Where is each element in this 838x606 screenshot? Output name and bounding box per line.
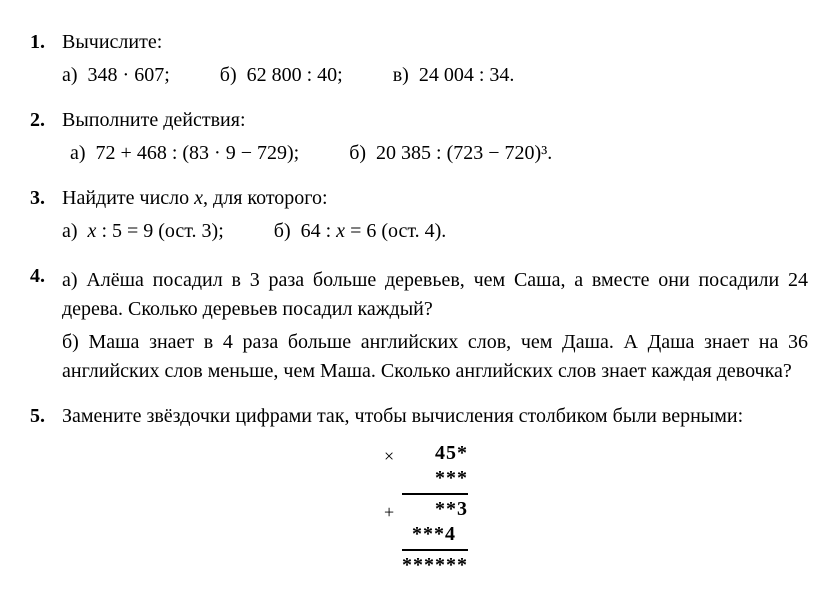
problem-1-number: 1. [30,28,62,57]
problem-5-body: Замените звёздочки цифрами так, чтобы вы… [62,402,808,578]
problem-1a: а) 348 · 607; [62,61,170,90]
problem-2b: б) 20 385 : (723 − 720)³. [349,139,552,168]
p3-stem-pre: Найдите число [62,187,194,209]
problem-3b: б) 64 : x = 6 (ост. 4). [274,217,447,246]
mult-line1: 45* [435,441,468,466]
problem-1-body: Вычислите: а) 348 · 607; б) 62 800 : 40;… [62,28,808,90]
problem-2-number: 2. [30,106,62,135]
problem-5-number: 5. [30,402,62,431]
problem-5: 5. Замените звёздочки цифрами так, чтобы… [30,402,808,578]
problem-3a: а) x : 5 = 9 (ост. 3); [62,217,224,246]
problem-1: 1. Вычислите: а) 348 · 607; б) 62 800 : … [30,28,808,90]
mult-line5: ****** [402,553,468,578]
problem-2: 2. Выполните действия: а) 72 + 468 : (83… [30,106,808,168]
problem-1b: б) 62 800 : 40; [220,61,343,90]
problem-4-body: а) Алёша посадил в 3 раза больше деревье… [62,262,808,386]
mult-line2: *** [435,466,468,491]
problem-3-stem: Найдите число x, для которого: [62,184,808,213]
p3b-pre: б) 64 : [274,220,336,242]
problem-3-body: Найдите число x, для которого: а) x : 5 … [62,184,808,246]
p3b-post: = 6 (ост. 4). [345,220,446,242]
problem-1c: в) 24 004 : 34. [393,61,515,90]
problem-2-stem: Выполните действия: [62,106,808,135]
problem-3-parts: а) x : 5 = 9 (ост. 3); б) 64 : x = 6 (ос… [62,217,808,246]
mult-sign-icon: × [384,445,394,468]
p3-stem-post: , для которого: [203,187,328,209]
problem-3-number: 3. [30,184,62,213]
problem-5-stem: Замените звёздочки цифрами так, чтобы вы… [62,402,808,431]
p3-stem-x: x [194,187,203,209]
problem-3: 3. Найдите число x, для которого: а) x :… [30,184,808,246]
p3a-post: : 5 = 9 (ост. 3); [96,220,223,242]
problem-4a: а) Алёша посадил в 3 раза больше деревье… [62,266,808,324]
p3a-pre: а) [62,220,88,242]
problem-1-stem: Вычислите: [62,28,808,57]
problem-2-parts: а) 72 + 468 : (83 · 9 − 729); б) 20 385 … [62,139,808,168]
mult-rule-1 [402,493,468,495]
mult-line4: ***4 [412,522,468,547]
problem-1-parts: а) 348 · 607; б) 62 800 : 40; в) 24 004 … [62,61,808,90]
problem-4-number: 4. [30,262,62,291]
problem-2-body: Выполните действия: а) 72 + 468 : (83 · … [62,106,808,168]
add-sign-icon: + [384,501,394,524]
column-multiplication: × 45* *** + **3 ***4 ****** [402,441,468,578]
mult-rule-2 [402,549,468,551]
problem-4: 4. а) Алёша посадил в 3 раза больше дере… [30,262,808,386]
p3b-x: x [336,220,345,242]
problem-4b: б) Маша знает в 4 раза больше английских… [62,328,808,386]
problem-2a: а) 72 + 468 : (83 · 9 − 729); [62,139,299,168]
mult-line3: **3 [435,497,468,522]
